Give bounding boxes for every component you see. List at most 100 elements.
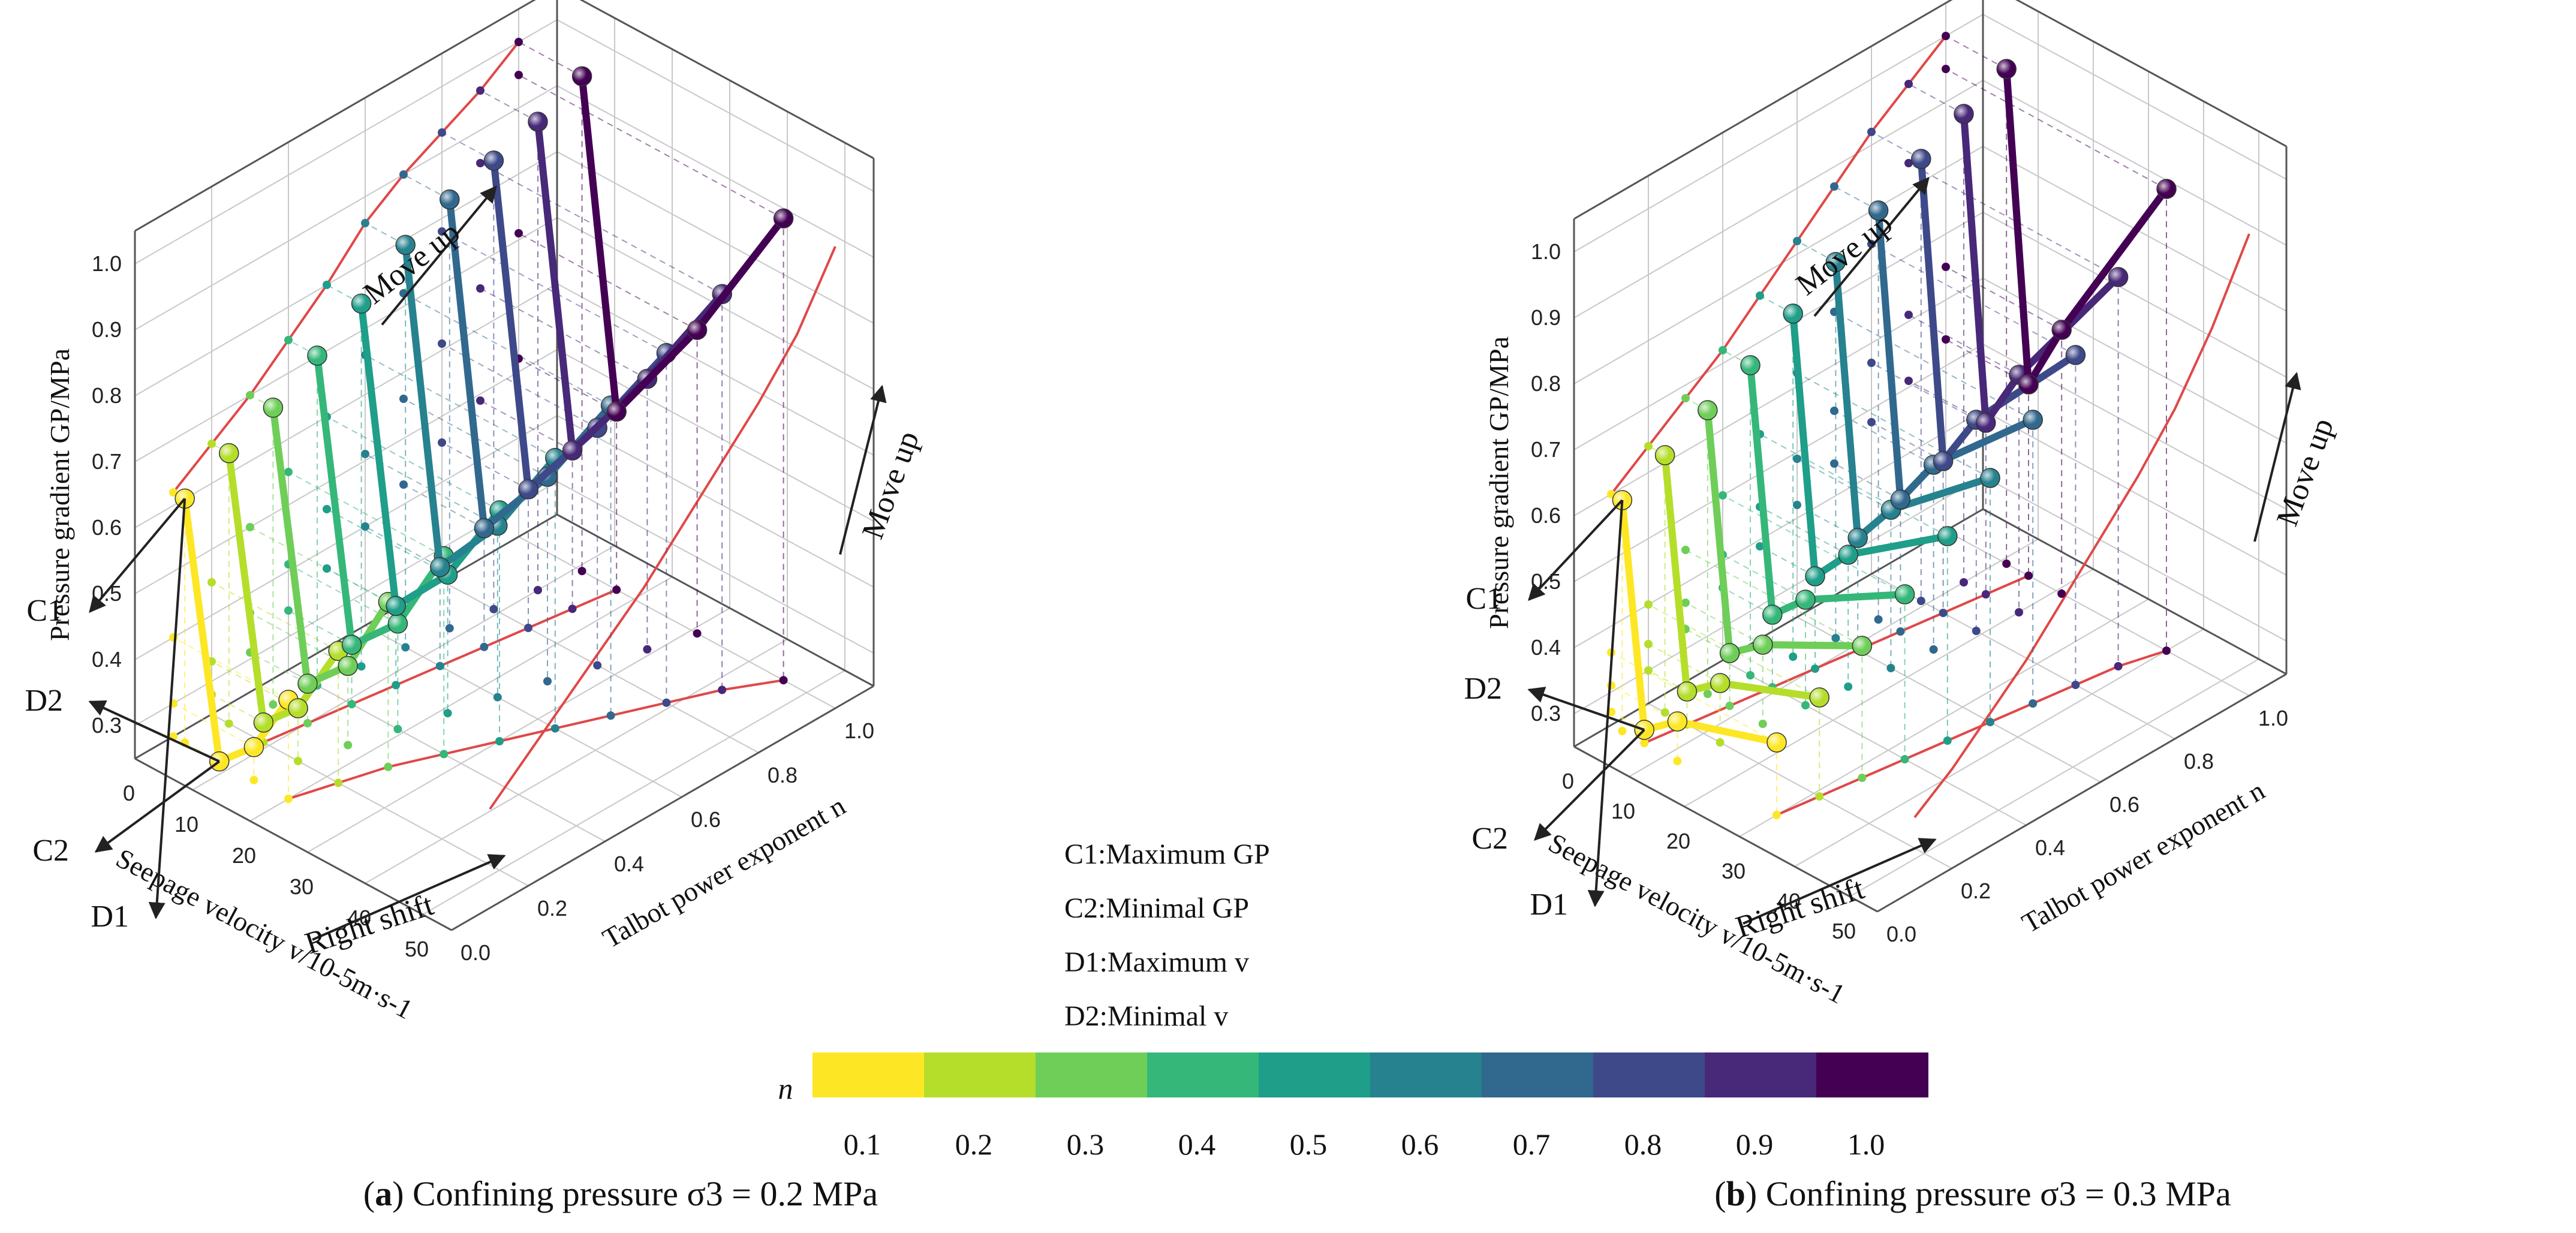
- floor-projection-point: [493, 693, 502, 702]
- floor-projection-point: [1673, 757, 1682, 765]
- wall-projection-point: [207, 440, 216, 448]
- data-point-shine: [2157, 179, 2176, 199]
- floor-projection-point: [357, 662, 366, 671]
- wall-projection-point: [1719, 491, 1727, 500]
- colorbar-tick-label: 0.7: [1513, 1127, 1551, 1161]
- floor-projection-point: [2057, 590, 2066, 598]
- projection-dash-line: [211, 694, 264, 723]
- floor-projection-point: [294, 757, 302, 765]
- y-tick-label: 0.4: [2035, 835, 2065, 860]
- wall-projection-point: [1681, 546, 1690, 554]
- data-point-shine: [2023, 410, 2043, 429]
- c1-marker-label: C1: [1465, 582, 1502, 616]
- y-tick-label: 0.6: [2109, 792, 2139, 817]
- move-up-arrow-left: [1813, 176, 1930, 317]
- y-tick-label: 0.2: [1961, 879, 1991, 903]
- data-point-shine: [519, 480, 538, 499]
- data-point-shine: [308, 346, 327, 365]
- backwall-gridline: [556, 481, 874, 654]
- colorbar-swatch-0.8: [1593, 1052, 1705, 1097]
- z-tick-label: 0.9: [1531, 305, 1561, 330]
- d1-marker-arrow: [148, 498, 186, 919]
- x-tick-label: 0: [123, 781, 135, 805]
- floor-projection-point: [1874, 615, 1883, 624]
- floor-projection-point: [1811, 664, 1819, 673]
- d2-marker-label: D2: [1464, 672, 1502, 706]
- sidewall-gridline: [134, 349, 558, 594]
- projection-dash-line: [403, 174, 450, 200]
- floor-gridline: [249, 576, 673, 822]
- floor-gridline: [1684, 569, 2094, 807]
- data-point-shine: [1720, 643, 1740, 663]
- projection-dash-line: [173, 637, 289, 700]
- data-point-shine: [1976, 413, 1996, 432]
- data-point-shine: [1826, 252, 1846, 272]
- data-point-shine: [1698, 401, 1717, 420]
- floor-projection-point: [779, 676, 788, 685]
- wall-projection-point: [246, 391, 254, 399]
- projection-dash-line: [1834, 410, 1934, 465]
- z-tick-label: 0.4: [92, 647, 122, 672]
- series-line-n-0.4: [1747, 365, 1905, 618]
- wall-projection-point: [514, 38, 523, 46]
- floor-projection-point: [445, 624, 454, 633]
- trend-curve-floor: [288, 679, 784, 800]
- y-tick-label: 0.8: [2184, 749, 2214, 774]
- floor-projection-point: [249, 775, 258, 784]
- axis-frame-edge: [556, 513, 874, 687]
- floor-projection-point: [1886, 664, 1895, 672]
- floor-projection-point: [1660, 708, 1669, 717]
- c1-marker-arrow: [1528, 499, 1623, 602]
- floor-projection-point: [2015, 608, 2023, 616]
- d2-marker-label: D2: [25, 684, 63, 718]
- data-point-shine: [572, 67, 592, 86]
- series-line-n-0.8: [1917, 158, 2078, 465]
- wall-projection-point: [438, 339, 446, 348]
- trend-curve-floor-min: [1644, 575, 2029, 744]
- trend-curve-right: [1913, 233, 2250, 819]
- d2-marker-arrow: [88, 700, 220, 763]
- wall-projection-point: [323, 564, 331, 573]
- floor-gridline: [365, 639, 788, 884]
- projection-dash-line: [326, 416, 500, 511]
- colorbar-tick-label: 0.6: [1401, 1127, 1439, 1161]
- projection-dash-line: [441, 132, 494, 161]
- data-point-shine: [1848, 528, 1868, 548]
- trend-curve-sidewall: [172, 41, 520, 494]
- projection-dash-line: [1722, 495, 1906, 595]
- z-axis-title: Pressure gradient GP/MPa: [44, 348, 75, 641]
- z-tick-label: 0.6: [1531, 503, 1561, 528]
- floor-projection-point: [489, 605, 498, 614]
- wall-projection-point: [1904, 311, 1913, 319]
- legend-entry: C2:Minimal GP: [1064, 892, 1249, 924]
- projection-dash-line: [1945, 68, 2167, 190]
- legend-entry: D1:Maximum v: [1064, 946, 1249, 978]
- projection-dash-line: [1834, 463, 1901, 500]
- wall-projection-point: [1644, 640, 1653, 648]
- data-point-shine: [1805, 567, 1825, 586]
- colorbar-swatch-0.2: [924, 1052, 1036, 1097]
- data-point-shine: [1668, 712, 1687, 731]
- floor-projection-point: [1746, 671, 1755, 679]
- c1-marker-label: C1: [26, 594, 63, 628]
- wall-projection-point: [361, 219, 369, 227]
- floor-projection-point: [1789, 652, 1798, 661]
- wall-projection-point: [1830, 407, 1838, 415]
- floor-projection-point: [334, 778, 343, 787]
- wall-projection-point: [514, 229, 523, 237]
- right-shift-arrow: [312, 854, 506, 941]
- projection-dash-line: [403, 484, 484, 529]
- floor-projection-point: [344, 741, 353, 750]
- wall-projection-point: [476, 284, 484, 293]
- floor-projection-point: [224, 719, 233, 728]
- colorbar-swatch-0.6: [1370, 1052, 1482, 1097]
- wall-projection-point: [476, 86, 484, 95]
- floor-projection-point: [1900, 755, 1909, 763]
- floor-projection-point: [2029, 699, 2038, 708]
- floor-projection-point: [1618, 727, 1627, 735]
- d1-marker-arrow: [1587, 500, 1624, 907]
- wall-projection-point: [361, 450, 369, 458]
- floor-projection-point: [693, 629, 702, 638]
